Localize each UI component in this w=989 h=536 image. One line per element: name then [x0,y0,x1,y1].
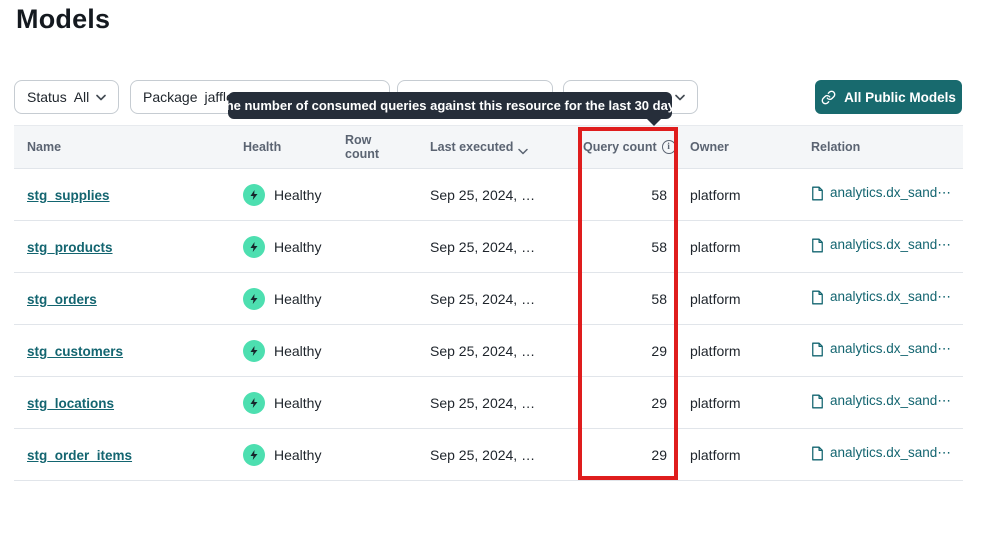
relation-link[interactable]: analytics.dx_sand⋯ [811,289,951,305]
model-name-cell: stg_locations [14,395,230,411]
status-filter-label: Status [27,89,67,105]
tooltip-text: The number of consumed queries against t… [217,98,683,113]
relation-text: analytics.dx_sand⋯ [830,237,951,253]
owner-cell: platform [690,290,741,307]
chevron-down-icon [96,94,107,101]
health-status-text: Healthy [274,290,322,307]
model-name-cell: stg_customers [14,343,230,359]
status-filter-dropdown[interactable]: Status All [14,80,119,114]
all-public-models-label: All Public Models [844,89,956,105]
status-filter-value: All [73,89,90,105]
relation-cell: analytics.dx_sand⋯ [798,237,963,256]
health-cell: Healthy [230,443,345,466]
healthy-status-icon [243,339,265,362]
column-header-relation[interactable]: Relation [811,140,861,154]
relation-text: analytics.dx_sand⋯ [830,185,951,201]
relation-text: analytics.dx_sand⋯ [830,445,951,461]
model-name-link[interactable]: stg_orders [27,291,97,307]
relation-link[interactable]: analytics.dx_sand⋯ [811,237,951,253]
owner-cell: platform [690,186,741,203]
table-row: stg_supplies Healthy Sep 25, 2024, … 58 … [14,169,963,221]
health-cell: Healthy [230,339,345,362]
last-executed-cell: Sep 25, 2024, … [430,342,536,359]
healthy-status-icon [243,235,265,258]
relation-text: analytics.dx_sand⋯ [830,341,951,357]
link-icon [821,90,836,105]
relation-cell: analytics.dx_sand⋯ [798,445,963,464]
model-name-link[interactable]: stg_order_items [27,447,133,463]
chevron-down-icon [675,94,685,101]
last-executed-cell: Sep 25, 2024, … [430,238,536,255]
owner-cell: platform [690,238,741,255]
health-status-text: Healthy [274,342,322,359]
relation-cell: analytics.dx_sand⋯ [798,393,963,412]
last-executed-cell: Sep 25, 2024, … [430,290,536,307]
table-row: stg_orders Healthy Sep 25, 2024, … 58 pl… [14,273,963,325]
page-title: Models [16,4,111,34]
sort-chevron-icon [518,144,529,154]
relation-cell: analytics.dx_sand⋯ [798,289,963,308]
health-cell: Healthy [230,287,345,310]
package-filter-label: Package [143,89,198,105]
column-header-owner[interactable]: Owner [690,140,729,154]
relation-link[interactable]: analytics.dx_sand⋯ [811,341,951,357]
relation-link[interactable]: analytics.dx_sand⋯ [811,393,951,409]
model-name-cell: stg_orders [14,291,230,307]
model-name-link[interactable]: stg_locations [27,395,115,411]
query-count-cell: 29 [651,342,667,359]
health-status-text: Healthy [274,446,322,463]
relation-link[interactable]: analytics.dx_sand⋯ [811,445,951,461]
model-name-link[interactable]: stg_supplies [27,187,110,203]
owner-cell: platform [690,342,741,359]
last-executed-cell: Sep 25, 2024, … [430,394,536,411]
health-cell: Healthy [230,235,345,258]
query-count-label: Query count [583,140,657,154]
relation-link[interactable]: analytics.dx_sand⋯ [811,185,951,201]
last-executed-cell: Sep 25, 2024, … [430,446,536,463]
last-executed-label: Last executed [430,140,514,154]
column-header-name[interactable]: Name [27,140,62,154]
model-name-link[interactable]: stg_customers [27,343,124,359]
column-header-row-count[interactable]: Row count [345,133,380,161]
table-row: stg_products Healthy Sep 25, 2024, … 58 … [14,221,963,273]
query-count-cell: 58 [651,290,667,307]
model-name-link[interactable]: stg_products [27,239,113,255]
table-row: stg_locations Healthy Sep 25, 2024, … 29… [14,377,963,429]
query-count-cell: 29 [651,446,667,463]
column-header-last-executed[interactable]: Last executed [417,140,567,154]
models-table: Name Health Row count Last executed Quer… [14,125,963,481]
all-public-models-button[interactable]: All Public Models [815,80,962,114]
health-cell: Healthy [230,391,345,414]
health-status-text: Healthy [274,238,322,255]
query-count-cell: 58 [651,238,667,255]
info-icon[interactable]: i [661,140,676,154]
relation-text: analytics.dx_sand⋯ [830,393,951,409]
column-header-health[interactable]: Health [243,140,282,154]
table-header-row: Name Health Row count Last executed Quer… [14,125,963,169]
health-status-text: Healthy [274,186,322,203]
model-name-cell: stg_products [14,239,230,255]
healthy-status-icon [243,287,265,310]
health-cell: Healthy [230,183,345,206]
query-count-cell: 58 [651,186,667,203]
healthy-status-icon [243,443,265,466]
owner-cell: platform [690,446,741,463]
relation-cell: analytics.dx_sand⋯ [798,185,963,204]
table-row: stg_customers Healthy Sep 25, 2024, … 29… [14,325,963,377]
healthy-status-icon [243,183,265,206]
relation-cell: analytics.dx_sand⋯ [798,341,963,360]
table-row: stg_order_items Healthy Sep 25, 2024, … … [14,429,963,481]
table-body: stg_supplies Healthy Sep 25, 2024, … 58 … [14,169,963,481]
model-name-cell: stg_supplies [14,187,230,203]
healthy-status-icon [243,391,265,414]
model-name-cell: stg_order_items [14,447,230,463]
relation-text: analytics.dx_sand⋯ [830,289,951,305]
column-header-query-count[interactable]: Query count i [567,140,677,154]
owner-cell: platform [690,394,741,411]
health-status-text: Healthy [274,394,322,411]
last-executed-cell: Sep 25, 2024, … [430,186,536,203]
query-count-tooltip: The number of consumed queries against t… [218,92,682,126]
query-count-cell: 29 [651,394,667,411]
